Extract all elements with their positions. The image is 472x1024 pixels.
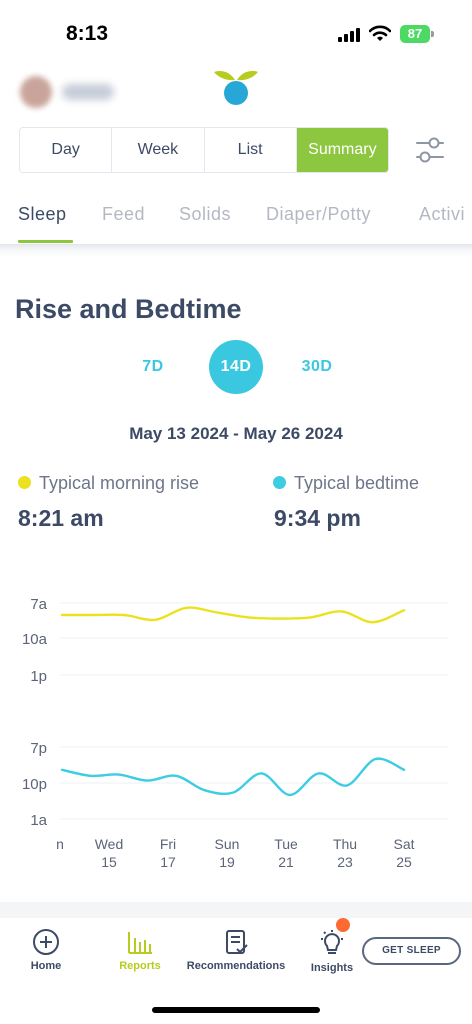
rise-bedtime-chart: 7a 10a 1p 7p 10p 1a n Wed 15 Fri 17 Sun 19 Tue 21 Thu 23…	[22, 596, 448, 870]
battery-cap	[431, 31, 434, 37]
date-range: May 13 2024 - May 26 2024	[129, 424, 343, 443]
nav-insights[interactable]: Insights	[304, 928, 360, 974]
tab-feed[interactable]: Feed	[102, 204, 146, 224]
sliders-filter-icon[interactable]	[414, 134, 446, 166]
segment-list[interactable]: List	[205, 128, 297, 172]
bottom-nav: Home Reports Recommendations	[0, 918, 472, 1024]
x-tick-day-6: Sat	[393, 836, 414, 852]
y-tick-bottom-1: 10p	[22, 776, 47, 793]
insights-notification-badge	[336, 918, 350, 932]
avatar	[20, 76, 52, 108]
x-tick-date-6: 25	[396, 854, 412, 870]
segment-day[interactable]: Day	[20, 128, 113, 172]
y-tick-top-2: 1p	[30, 668, 47, 685]
x-tick-date-1: 15	[101, 854, 117, 870]
lightbulb-icon	[321, 930, 343, 954]
x-tick-day-4: Tue	[274, 836, 298, 852]
profile-name-blurred	[62, 84, 114, 100]
x-tick-day-0: n	[56, 836, 64, 852]
x-tick-day-1: Wed	[95, 836, 124, 852]
legend-rise-dot	[18, 476, 31, 489]
legend-bedtime: Typical bedtime	[273, 473, 419, 494]
legend-rise-label: Typical morning rise	[39, 473, 200, 493]
section-divider	[0, 902, 472, 918]
segment-summary[interactable]: Summary	[296, 128, 388, 172]
range-30d[interactable]: 30D	[301, 358, 333, 375]
x-tick-date-5: 23	[337, 854, 353, 870]
y-tick-bottom-2: 1a	[30, 812, 47, 829]
nav-recommendations[interactable]: Recommendations	[186, 928, 286, 972]
series-line-bedtime	[60, 757, 406, 797]
nav-reports[interactable]: Reports	[112, 928, 168, 972]
wifi-icon	[369, 25, 391, 41]
clipboard-check-icon	[226, 930, 248, 954]
range-7d[interactable]: 7D	[142, 358, 164, 375]
range-14d[interactable]: 14D	[209, 340, 263, 394]
view-mode-segmented-control: Day Week List Summary	[19, 127, 389, 173]
x-tick-day-3: Sun	[215, 836, 240, 852]
tab-activities[interactable]: Activi	[419, 204, 466, 224]
tab-diaper-potty[interactable]: Diaper/Potty	[266, 204, 372, 224]
y-tick-bottom-0: 7p	[30, 740, 47, 757]
app-logo-icon	[214, 70, 258, 105]
legend-bed-dot	[273, 476, 286, 489]
home-indicator	[152, 1007, 320, 1013]
x-tick-date-3: 19	[219, 854, 235, 870]
section-title: Rise and Bedtime	[15, 294, 242, 324]
y-tick-top-0: 7a	[30, 596, 47, 613]
series-line-morning-rise	[60, 606, 406, 624]
get-sleep-button[interactable]: GET SLEEP	[362, 937, 461, 965]
range-selector: 7D 14D 30D	[0, 340, 472, 394]
status-bar: 8:13 87	[0, 0, 472, 60]
tab-solids[interactable]: Solids	[179, 204, 232, 224]
tab-sleep[interactable]: Sleep	[18, 204, 67, 224]
category-tabs: Sleep Feed Solids Diaper/Potty Activi	[0, 192, 472, 244]
x-tick-date-4: 21	[278, 854, 294, 870]
x-tick-day-5: Thu	[333, 836, 357, 852]
x-tick-day-2: Fri	[160, 836, 176, 852]
legend-morning-rise: Typical morning rise	[18, 473, 199, 494]
status-time: 8:13	[66, 22, 109, 45]
y-tick-top-1: 10a	[22, 631, 48, 648]
bedtime-value: 9:34 pm	[274, 505, 361, 531]
plus-circle-icon	[33, 929, 59, 955]
segment-week[interactable]: Week	[112, 128, 205, 172]
bar-chart-icon	[128, 932, 152, 954]
legend-bed-label: Typical bedtime	[294, 473, 420, 493]
rise-value: 8:21 am	[18, 505, 104, 531]
active-tab-indicator	[18, 240, 73, 243]
nav-reports-label: Reports	[119, 960, 161, 972]
child-profile-switcher[interactable]	[18, 72, 118, 112]
x-tick-date-2: 17	[160, 854, 176, 870]
nav-recommendations-label: Recommendations	[186, 960, 286, 972]
cellular-signal-icon	[338, 28, 360, 42]
nav-home-label: Home	[30, 960, 62, 972]
nav-home[interactable]: Home	[18, 928, 74, 972]
nav-insights-label: Insights	[310, 962, 354, 974]
tabs-shadow	[0, 244, 472, 258]
battery-indicator: 87	[400, 25, 430, 43]
